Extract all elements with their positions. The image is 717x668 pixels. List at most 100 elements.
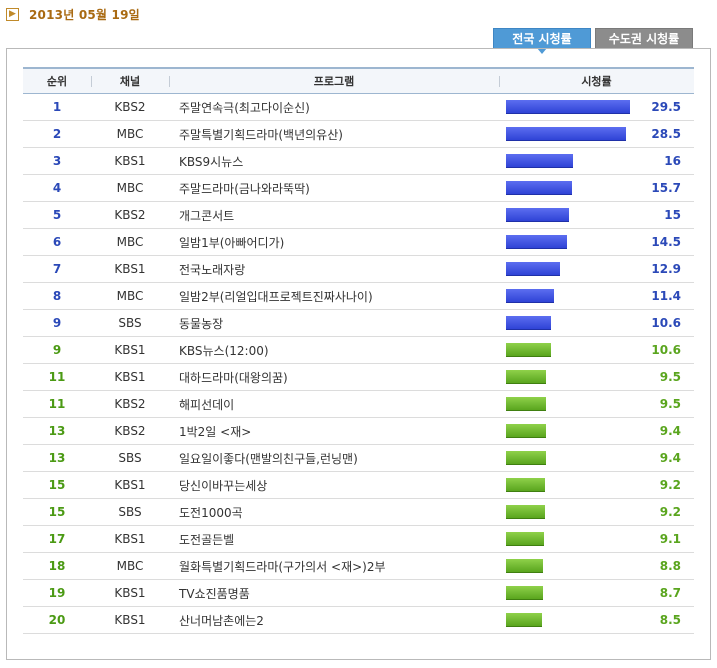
rank-cell: 11 xyxy=(48,397,66,411)
program-cell: 1박2일 <재> xyxy=(179,424,252,439)
rating-cell: 15 xyxy=(499,202,694,228)
program-cell: TV쇼진품명품 xyxy=(179,586,250,601)
col-rating: 시청률 xyxy=(499,69,694,93)
rating-bar xyxy=(506,100,630,114)
rank-cell: 19 xyxy=(48,586,66,600)
program-cell: 대하드라마(대왕의꿈) xyxy=(179,370,288,385)
channel-cell: MBC xyxy=(116,235,144,249)
program-cell: 일밤2부(리얼입대프로젝트진짜사나이) xyxy=(179,289,373,304)
program-cell: 일밤1부(아빠어디가) xyxy=(179,235,285,250)
channel-cell: KBS2 xyxy=(114,424,146,438)
rating-value: 11.4 xyxy=(651,289,681,303)
rating-bar xyxy=(506,262,560,276)
table-row: 17 KBS1 도전골든벨 9.1 xyxy=(23,526,694,553)
rank-cell: 18 xyxy=(48,559,66,573)
rating-bar xyxy=(506,316,551,330)
rating-panel xyxy=(6,48,711,660)
rank-cell: 3 xyxy=(52,154,62,168)
rating-cell: 15.7 xyxy=(499,175,694,201)
tab-capital-rating[interactable]: 수도권 시청률 xyxy=(595,28,693,49)
channel-cell: MBC xyxy=(116,559,144,573)
rating-value: 9.4 xyxy=(659,451,681,465)
rating-value: 12.9 xyxy=(651,262,681,276)
table-row: 13 KBS2 1박2일 <재> 9.4 xyxy=(23,418,694,445)
rating-value: 10.6 xyxy=(651,343,681,357)
channel-cell: KBS1 xyxy=(114,532,146,546)
rating-bar xyxy=(506,451,546,465)
table-row: 15 SBS 도전1000곡 9.2 xyxy=(23,499,694,526)
rating-value: 28.5 xyxy=(651,127,681,141)
channel-cell: KBS1 xyxy=(114,586,146,600)
rank-cell: 15 xyxy=(48,478,66,492)
rating-value: 16 xyxy=(664,154,681,168)
program-cell: 산너머남촌에는2 xyxy=(179,613,264,628)
rating-cell: 28.5 xyxy=(499,121,694,147)
rank-cell: 20 xyxy=(48,613,66,627)
table-row: 9 SBS 동물농장 10.6 xyxy=(23,310,694,337)
rating-bar xyxy=(506,424,546,438)
rating-cell: 8.5 xyxy=(499,607,694,633)
program-cell: 전국노래자랑 xyxy=(179,262,246,277)
channel-cell: KBS1 xyxy=(114,613,146,627)
rating-cell: 9.1 xyxy=(499,526,694,552)
channel-cell: MBC xyxy=(116,181,144,195)
rank-cell: 5 xyxy=(52,208,62,222)
channel-cell: KBS1 xyxy=(114,370,146,384)
channel-cell: MBC xyxy=(116,127,144,141)
date-header: ▶ 2013년 05월 19일 xyxy=(6,4,140,24)
channel-cell: MBC xyxy=(116,289,144,303)
rank-cell: 8 xyxy=(52,289,62,303)
rating-bar xyxy=(506,127,626,141)
rank-cell: 13 xyxy=(48,424,66,438)
rating-bar xyxy=(506,208,569,222)
rank-cell: 4 xyxy=(52,181,62,195)
rank-cell: 9 xyxy=(52,316,62,330)
date-label: 2013년 05월 19일 xyxy=(29,7,140,22)
rating-cell: 10.6 xyxy=(499,337,694,363)
rating-value: 14.5 xyxy=(651,235,681,249)
channel-cell: KBS2 xyxy=(114,100,146,114)
rank-cell: 17 xyxy=(48,532,66,546)
channel-cell: SBS xyxy=(118,316,142,330)
rating-cell: 16 xyxy=(499,148,694,174)
col-program: 프로그램 xyxy=(169,69,499,93)
table-row: 11 KBS1 대하드라마(대왕의꿈) 9.5 xyxy=(23,364,694,391)
rating-value: 9.2 xyxy=(659,505,681,519)
program-cell: 일요일이좋다(맨발의친구들,런닝맨) xyxy=(179,451,358,466)
rating-cell: 11.4 xyxy=(499,283,694,309)
table-row: 1 KBS2 주말연속극(최고다이순신) 29.5 xyxy=(23,94,694,121)
tab-national-rating[interactable]: 전국 시청률 xyxy=(493,28,591,54)
rating-tabs: 전국 시청률 수도권 시청률 xyxy=(493,28,693,54)
channel-cell: KBS2 xyxy=(114,208,146,222)
table-row: 7 KBS1 전국노래자랑 12.9 xyxy=(23,256,694,283)
channel-cell: KBS1 xyxy=(114,262,146,276)
rating-value: 8.8 xyxy=(659,559,681,573)
table-row: 18 MBC 월화특별기획드라마(구가의서 <재>)2부 8.8 xyxy=(23,553,694,580)
rating-bar xyxy=(506,154,573,168)
rating-bar xyxy=(506,370,546,384)
table-row: 8 MBC 일밤2부(리얼입대프로젝트진짜사나이) 11.4 xyxy=(23,283,694,310)
rating-bar xyxy=(506,586,543,600)
table-row: 2 MBC 주말특별기획드라마(백년의유산) 28.5 xyxy=(23,121,694,148)
rank-cell: 7 xyxy=(52,262,62,276)
rating-bar xyxy=(506,289,554,303)
col-channel: 채널 xyxy=(91,69,169,93)
program-cell: 동물농장 xyxy=(179,316,224,331)
rating-bar xyxy=(506,613,542,627)
table-row: 13 SBS 일요일이좋다(맨발의친구들,런닝맨) 9.4 xyxy=(23,445,694,472)
rating-value: 9.1 xyxy=(659,532,681,546)
rating-bar xyxy=(506,343,551,357)
channel-cell: SBS xyxy=(118,451,142,465)
channel-cell: KBS2 xyxy=(114,397,146,411)
program-cell: 해피선데이 xyxy=(179,397,235,412)
rating-cell: 10.6 xyxy=(499,310,694,336)
rank-cell: 11 xyxy=(48,370,66,384)
col-rank: 순위 xyxy=(46,75,68,88)
rating-value: 29.5 xyxy=(651,100,681,114)
table-header: 순위 채널 프로그램 시청률 xyxy=(23,67,694,94)
table-row: 19 KBS1 TV쇼진품명품 8.7 xyxy=(23,580,694,607)
rating-value: 9.5 xyxy=(659,370,681,384)
table-row: 20 KBS1 산너머남촌에는2 8.5 xyxy=(23,607,694,634)
rating-value: 9.2 xyxy=(659,478,681,492)
rating-cell: 9.2 xyxy=(499,499,694,525)
